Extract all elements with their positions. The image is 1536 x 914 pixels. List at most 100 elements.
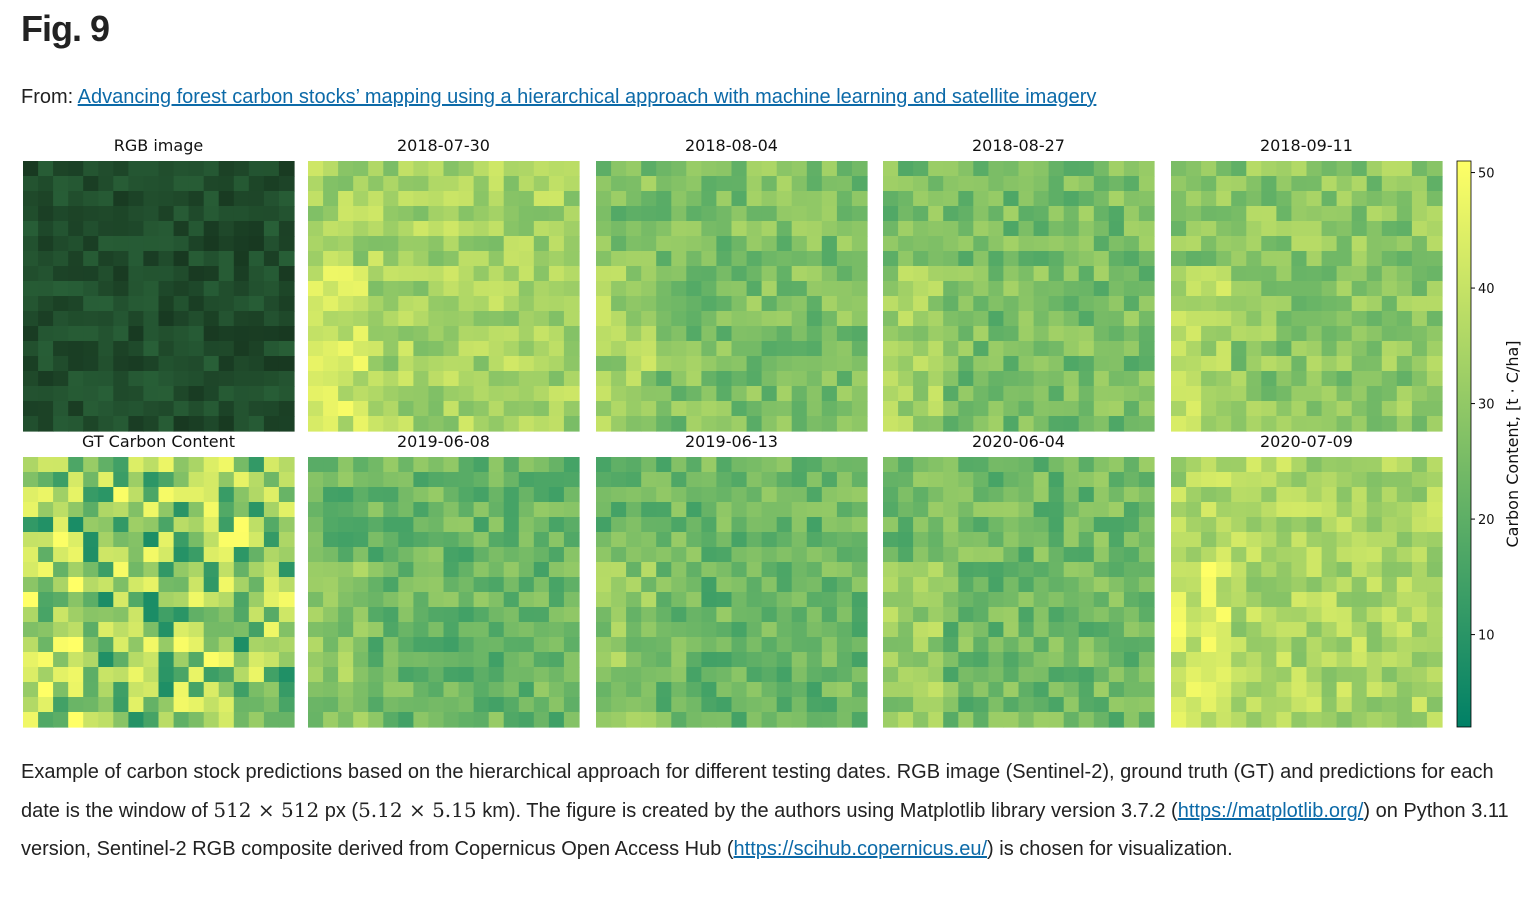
pixel xyxy=(943,386,959,402)
pixel xyxy=(1048,386,1065,402)
pixel xyxy=(1291,356,1308,372)
pixel xyxy=(913,401,929,417)
pixel xyxy=(746,161,763,177)
pixel xyxy=(821,371,838,387)
pixel xyxy=(1261,326,1277,342)
pixel xyxy=(548,251,565,267)
pixel xyxy=(1171,637,1187,653)
pixel xyxy=(943,326,959,342)
pixel xyxy=(338,547,354,563)
pixel xyxy=(173,682,190,698)
source-link[interactable]: Advancing forest carbon stocks’ mapping … xyxy=(77,86,1097,108)
pixel xyxy=(791,667,808,683)
caption-link[interactable]: https://scihub.copernicus.eu/ xyxy=(733,838,988,860)
pixel xyxy=(278,517,295,533)
pixel xyxy=(806,697,823,713)
pixel xyxy=(1093,206,1110,222)
pixel xyxy=(548,221,565,237)
pixel xyxy=(1321,341,1338,357)
pixel xyxy=(1123,371,1140,387)
pixel xyxy=(1123,532,1140,548)
pixel xyxy=(533,191,550,207)
pixel xyxy=(746,326,763,342)
pixel xyxy=(428,712,445,728)
pixel xyxy=(278,236,295,252)
caption-link[interactable]: https://matplotlib.org/ xyxy=(1177,800,1364,822)
pixel xyxy=(1366,386,1383,402)
pixel xyxy=(563,236,580,252)
pixel xyxy=(143,562,160,578)
pixel xyxy=(883,311,899,327)
pixel xyxy=(776,457,793,473)
pixel xyxy=(1078,281,1095,297)
pixel xyxy=(1366,547,1383,563)
pixel xyxy=(1261,532,1277,548)
pixel xyxy=(188,386,205,402)
pixel xyxy=(806,386,823,402)
pixel xyxy=(701,206,718,222)
pixel xyxy=(943,281,959,297)
pixel xyxy=(973,191,989,207)
pixel xyxy=(958,251,974,267)
pixel xyxy=(686,296,702,312)
pixel xyxy=(1216,221,1232,237)
pixel xyxy=(731,607,748,623)
pixel xyxy=(928,667,944,683)
pixel xyxy=(173,401,190,417)
pixel xyxy=(928,622,944,638)
pixel xyxy=(641,517,657,533)
pixel xyxy=(443,562,460,578)
pixel xyxy=(1048,341,1065,357)
pixel xyxy=(1246,682,1262,698)
pixel xyxy=(1246,547,1262,563)
pixel xyxy=(443,236,460,252)
pixel xyxy=(188,161,205,177)
pixel xyxy=(1048,697,1065,713)
pixel xyxy=(1093,191,1110,207)
pixel xyxy=(1033,487,1050,503)
pixel xyxy=(1171,667,1187,683)
pixel xyxy=(1078,487,1095,503)
pixel xyxy=(806,176,823,192)
pixel xyxy=(1261,607,1277,623)
pixel xyxy=(1018,697,1035,713)
pixel xyxy=(836,577,853,593)
pixel xyxy=(611,652,627,668)
pixel xyxy=(686,236,702,252)
pixel xyxy=(641,697,657,713)
pixel xyxy=(626,532,642,548)
pixel xyxy=(473,281,490,297)
pixel xyxy=(338,487,354,503)
pixel xyxy=(1426,457,1443,473)
pixel xyxy=(928,517,944,533)
pixel xyxy=(1261,487,1277,503)
pixel xyxy=(671,371,687,387)
pixel xyxy=(218,622,235,638)
pixel xyxy=(83,221,99,237)
pixel xyxy=(413,296,430,312)
pixel xyxy=(308,401,324,417)
pixel xyxy=(473,401,490,417)
pixel xyxy=(188,191,205,207)
pixel xyxy=(898,371,914,387)
pixel xyxy=(1018,371,1035,387)
pixel xyxy=(203,356,220,372)
pixel xyxy=(383,577,399,593)
pixel xyxy=(263,191,280,207)
pixel xyxy=(851,281,868,297)
pixel xyxy=(473,667,490,683)
pixel xyxy=(913,562,929,578)
pixel xyxy=(1366,682,1383,698)
pixel xyxy=(518,517,535,533)
pixel xyxy=(761,592,778,608)
pixel xyxy=(1366,577,1383,593)
pixel xyxy=(38,281,54,297)
colorbar xyxy=(1456,160,1472,728)
pixel xyxy=(353,191,369,207)
pixel xyxy=(458,637,475,653)
pixel xyxy=(761,667,778,683)
pixel xyxy=(988,667,1005,683)
pixel xyxy=(503,281,520,297)
pixel xyxy=(428,176,445,192)
pixel xyxy=(626,251,642,267)
